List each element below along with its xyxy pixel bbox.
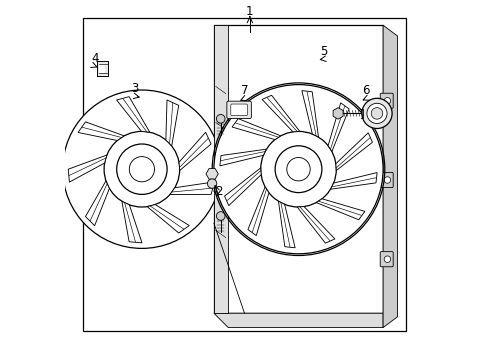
Polygon shape <box>68 155 107 182</box>
Circle shape <box>213 85 382 254</box>
Polygon shape <box>224 168 261 206</box>
Circle shape <box>361 98 391 129</box>
FancyBboxPatch shape <box>380 172 392 188</box>
Polygon shape <box>170 182 214 194</box>
Circle shape <box>384 98 390 104</box>
Text: 3: 3 <box>131 82 138 95</box>
Polygon shape <box>382 25 397 328</box>
Polygon shape <box>335 133 372 171</box>
Polygon shape <box>262 95 299 132</box>
Polygon shape <box>247 187 268 235</box>
FancyBboxPatch shape <box>380 252 392 267</box>
Polygon shape <box>147 204 189 233</box>
Circle shape <box>216 212 224 220</box>
Text: 2: 2 <box>215 185 223 198</box>
Circle shape <box>384 256 390 262</box>
FancyBboxPatch shape <box>96 61 108 76</box>
Text: 5: 5 <box>319 45 327 58</box>
Polygon shape <box>232 119 280 140</box>
Polygon shape <box>278 201 295 248</box>
Polygon shape <box>85 181 109 226</box>
Circle shape <box>129 157 154 182</box>
Polygon shape <box>330 172 376 189</box>
Polygon shape <box>327 103 348 152</box>
FancyBboxPatch shape <box>380 93 392 108</box>
Circle shape <box>207 179 216 188</box>
Text: 7: 7 <box>240 84 248 97</box>
Circle shape <box>275 146 321 193</box>
Bar <box>82 18 406 331</box>
Text: 6: 6 <box>362 84 369 97</box>
Bar <box>99 64 105 73</box>
FancyBboxPatch shape <box>226 101 251 118</box>
Polygon shape <box>179 132 211 171</box>
Polygon shape <box>220 149 266 166</box>
Circle shape <box>370 108 382 119</box>
Polygon shape <box>297 207 334 243</box>
Circle shape <box>260 131 336 207</box>
Polygon shape <box>213 313 382 328</box>
Polygon shape <box>316 199 364 220</box>
Circle shape <box>117 144 167 194</box>
Text: 1: 1 <box>245 5 253 18</box>
Bar <box>213 25 227 313</box>
Circle shape <box>104 131 179 207</box>
Polygon shape <box>122 201 142 243</box>
Polygon shape <box>116 97 149 132</box>
Circle shape <box>216 114 224 123</box>
Circle shape <box>286 158 309 181</box>
Circle shape <box>62 90 221 248</box>
Circle shape <box>384 177 390 183</box>
Polygon shape <box>78 122 124 140</box>
Polygon shape <box>213 25 382 313</box>
Text: 4: 4 <box>91 52 99 65</box>
Polygon shape <box>165 100 178 146</box>
Circle shape <box>366 103 386 123</box>
FancyBboxPatch shape <box>230 104 247 116</box>
Polygon shape <box>301 91 318 137</box>
